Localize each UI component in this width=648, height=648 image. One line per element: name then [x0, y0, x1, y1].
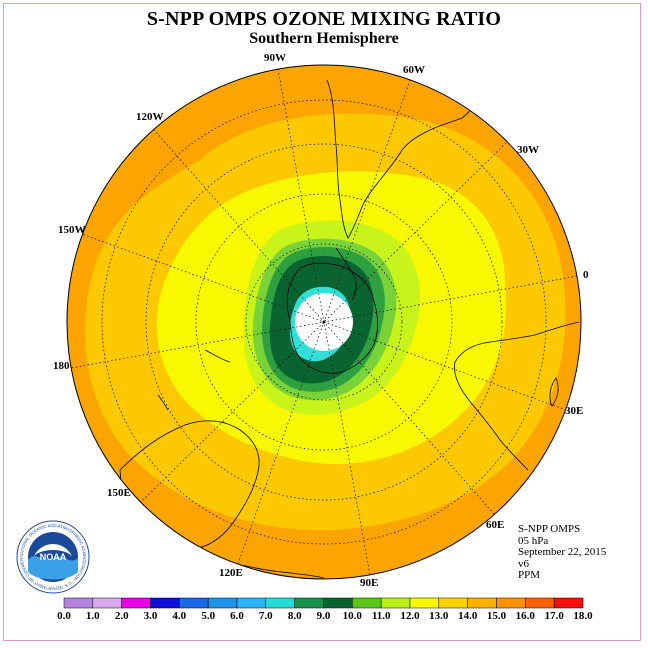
label-90e: 90E	[360, 577, 378, 589]
label-60e: 60E	[486, 519, 504, 531]
colorbar-tick-label: 3.0	[144, 610, 158, 622]
label-150e: 150E	[107, 487, 131, 499]
antarctic-peninsula-coast	[335, 247, 357, 301]
latitude-circle-60s	[245, 243, 403, 401]
meridian-30e-150w	[81, 233, 567, 411]
longitude-labels: 90W 60W 30W 120W 150W 0 180 30E 150E 60E…	[53, 52, 589, 589]
map-title: S-NPP OMPS OZONE MIXING RATIO	[146, 8, 502, 30]
label-30e: 30E	[565, 405, 583, 417]
product-info: S-NPP OMPS 05 hPa September 22, 2015 v6 …	[518, 523, 607, 582]
colorbar-tick-label: 1.0	[86, 610, 100, 622]
colorbar-swatch	[438, 597, 468, 609]
colorbar-swatch	[525, 597, 555, 609]
latitude-circle-45s	[195, 193, 453, 451]
colorbar-swatch	[150, 597, 180, 609]
colorbar-tick-label: 18.0	[573, 610, 593, 622]
info-instrument: S-NPP OMPS	[518, 523, 581, 535]
colorbar-swatch	[92, 597, 122, 609]
colorbar-tick-label: 16.0	[516, 610, 536, 622]
colorbar-tick-label: 7.0	[259, 610, 273, 622]
colorbar-tick-label: 13.0	[429, 610, 449, 622]
colorbar-swatch	[352, 597, 382, 609]
colorbar-swatch	[409, 597, 440, 609]
colorbar-swatch	[294, 597, 324, 609]
colorbar-swatch	[496, 597, 526, 609]
colorbar-tick-label: 8.0	[288, 610, 302, 622]
madagascar-coast	[549, 377, 559, 407]
noaa-logo: NATIONAL OCEANIC AND ATMOSPHERIC ADMINIS…	[16, 520, 90, 594]
label-60w: 60W	[403, 64, 425, 76]
latitude-circle-30s	[145, 143, 503, 501]
colorbar-tick-label: 6.0	[230, 610, 244, 622]
label-120e: 120E	[219, 567, 243, 579]
south-pole-marker	[322, 320, 326, 324]
colorbar-swatch	[323, 597, 353, 609]
figure-frame	[3, 3, 641, 641]
colorbar-tick-label: 17.0	[545, 610, 565, 622]
noaa-logo-wave	[28, 556, 78, 580]
colorbar-tick-label: 10.0	[343, 610, 363, 622]
label-90w: 90W	[264, 52, 286, 64]
colorbar-swatch	[179, 597, 209, 609]
label-30w: 30W	[517, 144, 539, 156]
colorbar-swatch	[553, 597, 584, 609]
meridian-30w-150e	[141, 142, 507, 502]
globe-outline	[66, 64, 582, 580]
label-150w: 150W	[58, 224, 86, 236]
colorbar-tick-label: 2.0	[115, 610, 129, 622]
label-180: 180	[53, 360, 70, 372]
africa-coast	[454, 321, 580, 471]
colorbar-tick-labels: 0.0 1.0 2.0 3.0 4.0 5.0 6.0 7.0 8.0 9.0 10.0 11.0 12…	[57, 610, 593, 622]
colorbar-swatch	[467, 597, 497, 609]
info-date: September 22, 2015	[518, 546, 607, 558]
colorbar-tick-label: 5.0	[201, 610, 215, 622]
new-zealand-coast	[157, 349, 231, 411]
colorbar-swatch	[207, 597, 238, 609]
colorbar-swatch	[265, 597, 295, 609]
south-america-coast	[326, 79, 487, 239]
colorbar-tick-label: 15.0	[487, 610, 507, 622]
colorbar-tick-label: 12.0	[400, 610, 420, 622]
map-subtitle: Southern Hemisphere	[249, 30, 399, 47]
noaa-logo-text: NOAA	[40, 552, 67, 562]
colorbar-tick-label: 4.0	[172, 610, 186, 622]
latitude-circle-15s	[101, 99, 547, 545]
colorbar-tick-label: 9.0	[317, 610, 331, 622]
colorbar-swatch	[121, 597, 151, 609]
label-120w: 120W	[136, 111, 164, 123]
colorbar-tick-label: 0.0	[57, 610, 71, 622]
colorbar-swatch	[380, 597, 411, 609]
colorbar-swatch	[63, 597, 94, 609]
info-level: 05 hPa	[518, 534, 549, 547]
antarctica-coast	[286, 262, 378, 374]
colorbar-tick-label: 14.0	[458, 610, 478, 622]
colorbar-tick-label: 11.0	[372, 610, 391, 622]
info-version: v6	[518, 557, 529, 570]
info-units: PPM	[518, 569, 541, 581]
colorbar-swatch	[236, 597, 267, 609]
noaa-logo-bird	[34, 544, 72, 556]
label-0: 0	[583, 269, 589, 281]
colorbar	[63, 597, 584, 609]
